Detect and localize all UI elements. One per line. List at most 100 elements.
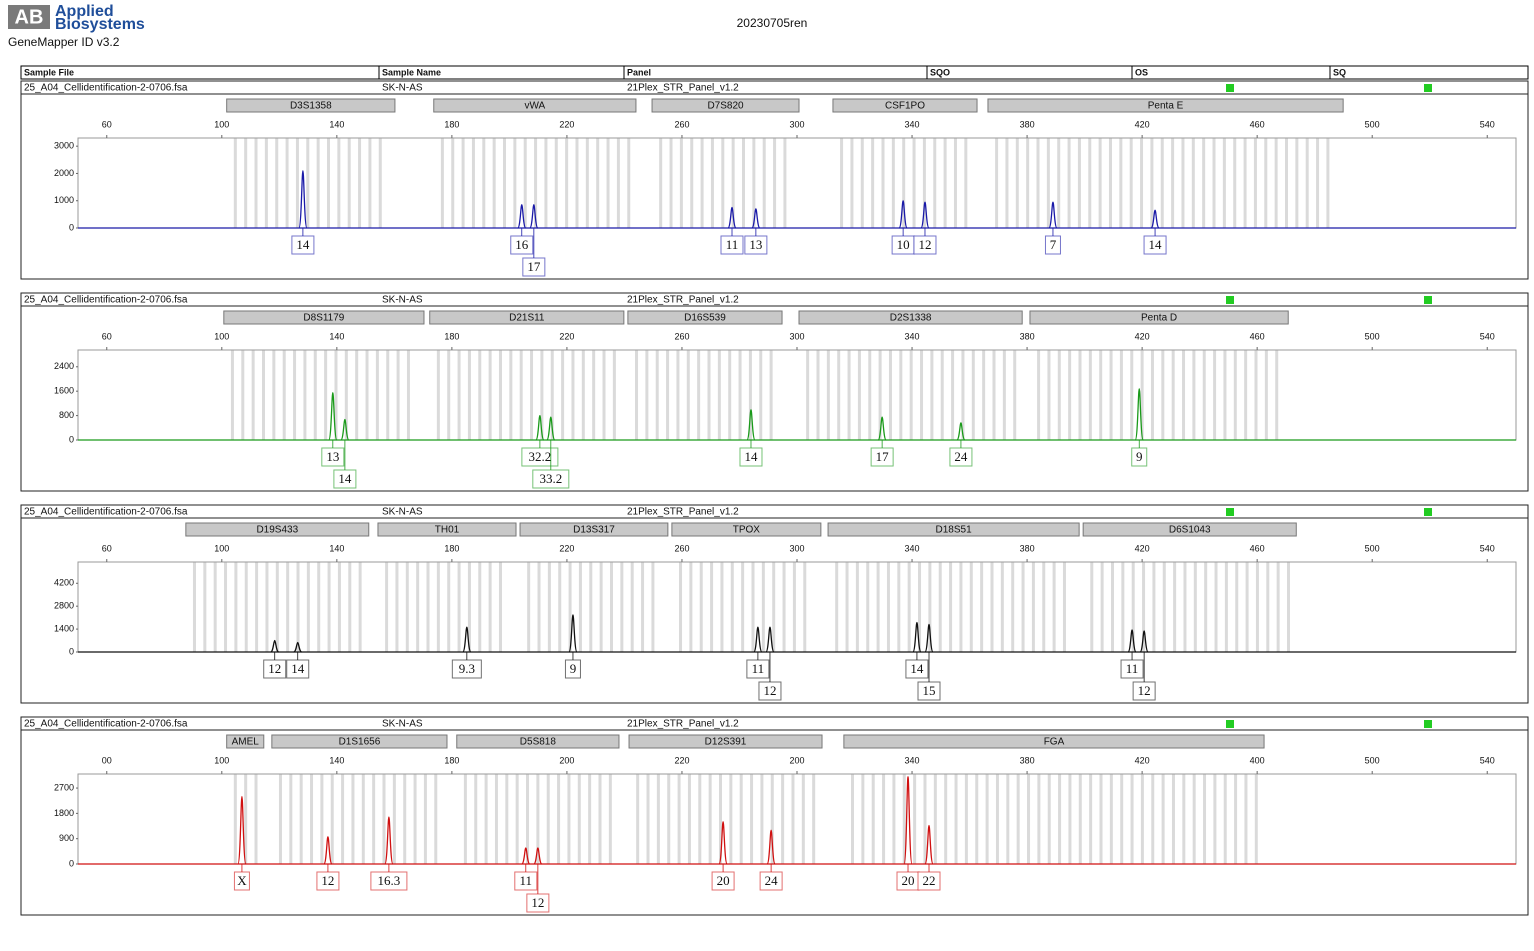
y-tick-label: 0	[69, 434, 74, 444]
marker-name: D12S391	[705, 737, 747, 748]
x-tick-label: 540	[1480, 119, 1495, 129]
y-tick-label: 2000	[54, 168, 74, 178]
x-tick-label: 500	[1365, 755, 1380, 765]
marker-bar	[1082, 522, 1297, 537]
status-ok	[1226, 720, 1234, 728]
marker-name: Penta D	[1141, 313, 1177, 324]
x-tick-label: 100	[214, 331, 229, 341]
x-tick-label: 100	[214, 543, 229, 553]
peak	[920, 201, 930, 229]
marker-bar	[519, 522, 669, 537]
allele-box	[532, 469, 570, 489]
marker-name: D13S317	[573, 525, 615, 536]
marker-name: TPOX	[733, 525, 761, 536]
allele-label: 17	[876, 449, 890, 464]
y-tick-label: 1000	[54, 195, 74, 205]
allele-box	[321, 447, 345, 467]
status-ok	[1226, 296, 1234, 304]
brand: Applied	[55, 3, 114, 20]
allele-label: 14	[291, 661, 305, 676]
peak	[924, 623, 934, 653]
marker-bar	[433, 98, 637, 113]
marker-bar	[651, 98, 800, 113]
allele-box	[949, 447, 973, 467]
panel-frame	[20, 292, 1529, 492]
peak	[293, 641, 303, 653]
allele-label: 14	[338, 471, 352, 486]
y-tick-label: 0	[69, 222, 74, 232]
peak	[298, 170, 308, 229]
allele-label: 22	[923, 873, 936, 888]
allele-box	[758, 681, 782, 701]
peak	[898, 200, 908, 229]
x-tick-label: 300	[789, 543, 804, 553]
x-tick-label: 260	[674, 119, 689, 129]
allele-box	[370, 871, 408, 891]
allele-box	[564, 659, 581, 679]
allele-box	[870, 447, 894, 467]
allele-box	[1132, 681, 1156, 701]
peak	[1134, 388, 1144, 441]
y-tick-label: 0	[69, 858, 74, 868]
panel-frame	[20, 716, 1529, 916]
allele-label: 33.2	[539, 471, 562, 486]
x-tick-label: 200	[789, 755, 804, 765]
x-tick-label: 220	[559, 543, 574, 553]
x-tick-label: 260	[674, 331, 689, 341]
x-tick-label: 60	[102, 331, 112, 341]
allele-box	[711, 871, 735, 891]
marker-name: D1S1656	[339, 737, 381, 748]
y-tick-label: 800	[59, 410, 74, 420]
allele-box	[286, 659, 310, 679]
peak	[462, 626, 472, 653]
marker-name: D18S51	[936, 525, 973, 536]
x-tick-label: 140	[329, 331, 344, 341]
allele-box	[522, 257, 546, 277]
x-tick-label: 180	[444, 119, 459, 129]
x-tick-label: 340	[905, 543, 920, 553]
marker-name: vWA	[524, 101, 545, 112]
x-tick-label: 380	[1020, 119, 1035, 129]
allele-label: 12	[268, 661, 281, 676]
x-tick-label: 460	[1250, 331, 1265, 341]
allele-label: 14	[1149, 237, 1163, 252]
allele-label: 11	[1126, 661, 1139, 676]
peak	[956, 422, 966, 441]
x-tick-label: 00	[102, 755, 112, 765]
allele-box	[526, 893, 550, 913]
panel-name: 21Plex_STR_Panel_v1.2	[627, 295, 739, 306]
marker-name: D7S820	[707, 101, 744, 112]
x-tick-label: 100	[214, 755, 229, 765]
allele-label: 9.3	[459, 661, 475, 676]
peak	[546, 416, 556, 441]
allele-label: 11	[520, 873, 533, 888]
peak	[1150, 209, 1160, 229]
allele-label: 11	[726, 237, 739, 252]
allele-box	[917, 871, 941, 891]
marker-bar	[226, 734, 265, 749]
allele-label: 9	[570, 661, 577, 676]
peak	[924, 824, 934, 865]
x-tick-label: 460	[1250, 543, 1265, 553]
allele-label: 17	[527, 259, 541, 274]
marker-bar	[223, 310, 425, 325]
allele-label: 14	[910, 661, 924, 676]
x-tick-label: 60	[102, 543, 112, 553]
table-header	[20, 65, 1529, 80]
x-tick-label: 180	[444, 755, 459, 765]
allele-label: 14	[296, 237, 310, 252]
x-tick-label: 180	[444, 543, 459, 553]
x-tick-label: 200	[559, 755, 574, 765]
marker-bar	[429, 310, 625, 325]
x-tick-label: 220	[674, 755, 689, 765]
marker-bar	[832, 98, 978, 113]
column-header: Panel	[627, 67, 651, 77]
allele-label: 7	[1050, 237, 1057, 252]
x-tick-label: 540	[1480, 755, 1495, 765]
allele-box	[1044, 235, 1061, 255]
marker-name: D5S818	[520, 737, 557, 748]
panel-frame	[20, 504, 1529, 704]
plot-frame	[77, 773, 1517, 865]
marker-name: CSF1PO	[885, 101, 925, 112]
